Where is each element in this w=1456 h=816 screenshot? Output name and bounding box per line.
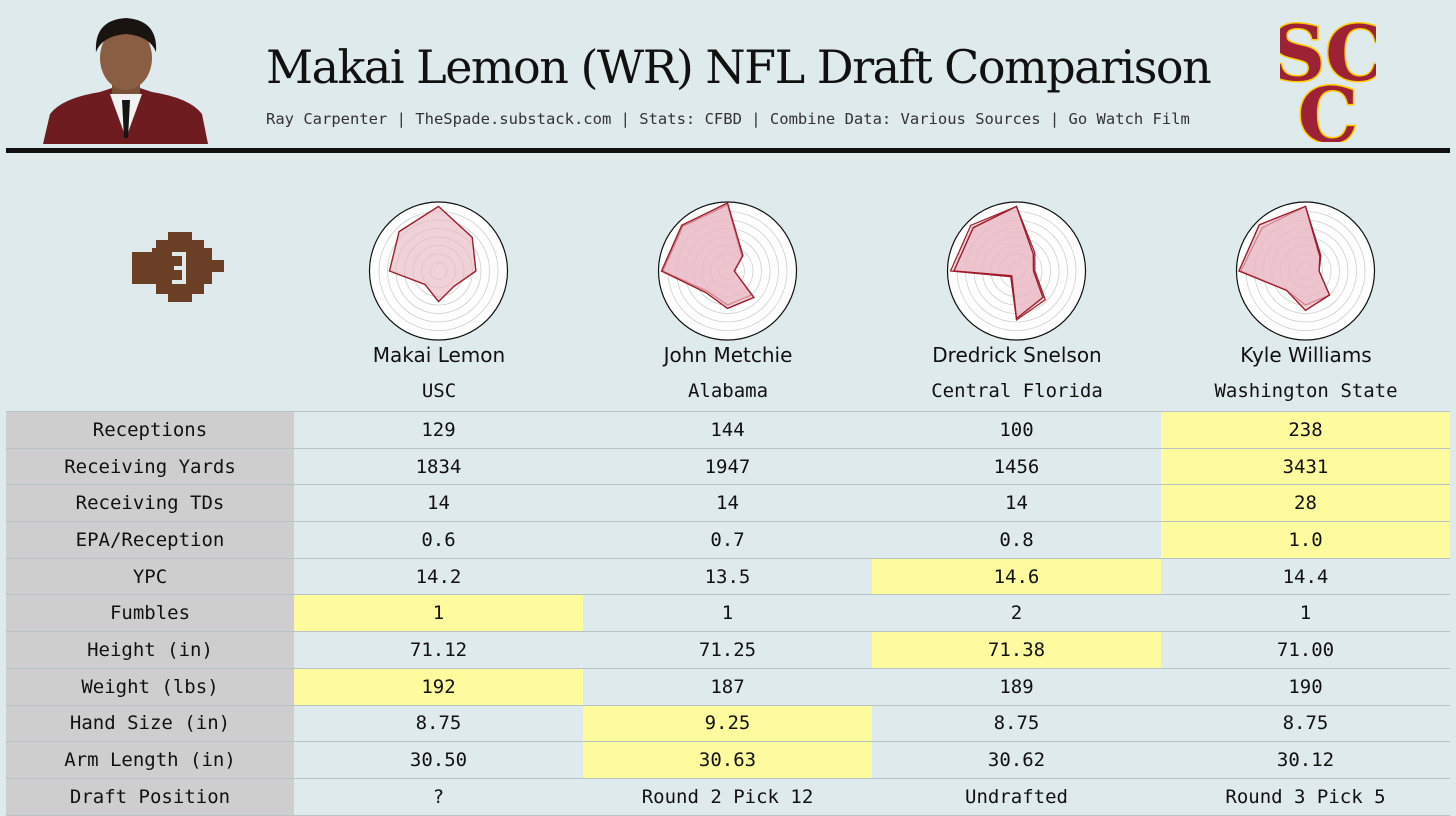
- player-name-2: John Metchie: [663, 343, 793, 367]
- table-row: Receiving TDs 14 14 14 28: [6, 484, 1450, 523]
- table-cell: 1456: [872, 448, 1161, 486]
- row-label: YPC: [6, 558, 294, 596]
- player-name-3: Dredrick Snelson: [932, 343, 1102, 367]
- table-row: Arm Length (in) 30.50 30.63 30.62 30.12: [6, 741, 1450, 779]
- radar-charts: [368, 201, 1376, 341]
- row-label: Arm Length (in): [6, 741, 294, 779]
- table-cell: 0.7: [583, 521, 872, 559]
- table-cell: 192: [294, 668, 583, 706]
- radar-player-shape: [1237, 205, 1331, 312]
- table-cell: 187: [583, 668, 872, 706]
- table-cell: 0.6: [294, 521, 583, 559]
- usc-logo: SC C: [1280, 8, 1376, 142]
- row-label: Weight (lbs): [6, 668, 294, 706]
- player-school-3: Central Florida: [931, 380, 1103, 402]
- row-label: Hand Size (in): [6, 705, 294, 743]
- table-cell: 14: [294, 484, 583, 523]
- logo-letters: SC: [1280, 9, 1376, 98]
- table-row: YPC 14.2 13.5 14.6 14.4: [6, 558, 1450, 596]
- table-cell: ?: [294, 778, 583, 816]
- radar-player-shape: [388, 205, 477, 303]
- player-headshot: [43, 18, 208, 144]
- table-cell: 14: [583, 484, 872, 523]
- page-title: Makai Lemon (WR) NFL Draft Comparison: [266, 40, 1212, 94]
- table-cell: Round 2 Pick 12: [583, 778, 872, 816]
- table-cell: 144: [583, 411, 872, 449]
- table-cell: 1947: [583, 448, 872, 486]
- table-row: Hand Size (in) 8.75 9.25 8.75 8.75: [6, 705, 1450, 743]
- table-cell: 1: [583, 594, 872, 633]
- player-school-1: USC: [421, 380, 457, 402]
- radar-player-shape: [952, 205, 1044, 320]
- table-cell: 238: [1161, 411, 1450, 449]
- table-cell: 1.0: [1161, 521, 1450, 559]
- stats-table: Receptions 129 144 100 238 Receiving Yards 183…: [6, 411, 1450, 816]
- row-label: Fumbles: [6, 594, 294, 633]
- player-name-1: Makai Lemon: [372, 343, 506, 367]
- spade-brand-icon: [132, 232, 224, 302]
- table-cell: 8.75: [1161, 705, 1450, 743]
- table-cell: 14: [872, 484, 1161, 523]
- table-cell: 71.12: [294, 631, 583, 669]
- logo-letter-c: C: [1298, 71, 1359, 142]
- table-row: Fumbles 1 1 2 1: [6, 594, 1450, 633]
- radar-chart-dredrick-snelson: [946, 201, 1087, 341]
- table-cell: 8.75: [294, 705, 583, 743]
- row-label: EPA/Reception: [6, 521, 294, 559]
- table-row: Receptions 129 144 100 238: [6, 411, 1450, 449]
- table-cell: 30.63: [583, 741, 872, 779]
- table-cell: 129: [294, 411, 583, 449]
- radar-chart-kyle-williams: [1235, 201, 1376, 341]
- table-cell: 30.12: [1161, 741, 1450, 779]
- table-cell: 1: [1161, 594, 1450, 633]
- row-label: Receptions: [6, 411, 294, 449]
- table-cell: 30.62: [872, 741, 1161, 779]
- table-cell: 30.50: [294, 741, 583, 779]
- table-cell: 71.25: [583, 631, 872, 669]
- table-cell: 71.38: [872, 631, 1161, 669]
- radar-chart-makai-lemon: [368, 201, 509, 341]
- table-cell: 14.6: [872, 558, 1161, 596]
- table-cell: 1: [294, 594, 583, 633]
- table-cell: 9.25: [583, 705, 872, 743]
- table-cell: 0.8: [872, 521, 1161, 559]
- table-cell: 3431: [1161, 448, 1450, 486]
- header-divider: [6, 148, 1450, 153]
- table-cell: 14.4: [1161, 558, 1450, 596]
- player-school-4: Washington State: [1214, 380, 1398, 402]
- table-row: EPA/Reception 0.6 0.7 0.8 1.0: [6, 521, 1450, 559]
- player-school-2: Alabama: [687, 380, 769, 402]
- table-cell: 28: [1161, 484, 1450, 523]
- table-cell: 1834: [294, 448, 583, 486]
- table-row: Weight (lbs) 192 187 189 190: [6, 668, 1450, 706]
- player-name-4: Kyle Williams: [1240, 343, 1372, 367]
- table-cell: 8.75: [872, 705, 1161, 743]
- table-cell: 71.00: [1161, 631, 1450, 669]
- table-row: Receiving Yards 1834 1947 1456 3431: [6, 448, 1450, 486]
- radar-player-shape: [660, 202, 755, 310]
- table-row: Height (in) 71.12 71.25 71.38 71.00: [6, 631, 1450, 669]
- row-label: Receiving Yards: [6, 448, 294, 486]
- table-cell: 13.5: [583, 558, 872, 596]
- table-cell: 100: [872, 411, 1161, 449]
- row-label: Draft Position: [6, 778, 294, 816]
- radar-chart-john-metchie: [657, 201, 798, 341]
- table-cell: 14.2: [294, 558, 583, 596]
- row-label: Height (in): [6, 631, 294, 669]
- table-cell: 189: [872, 668, 1161, 706]
- row-label: Receiving TDs: [6, 484, 294, 523]
- page-subtitle: Ray Carpenter | TheSpade.substack.com | …: [266, 110, 1190, 128]
- table-cell: 190: [1161, 668, 1450, 706]
- table-cell: 2: [872, 594, 1161, 633]
